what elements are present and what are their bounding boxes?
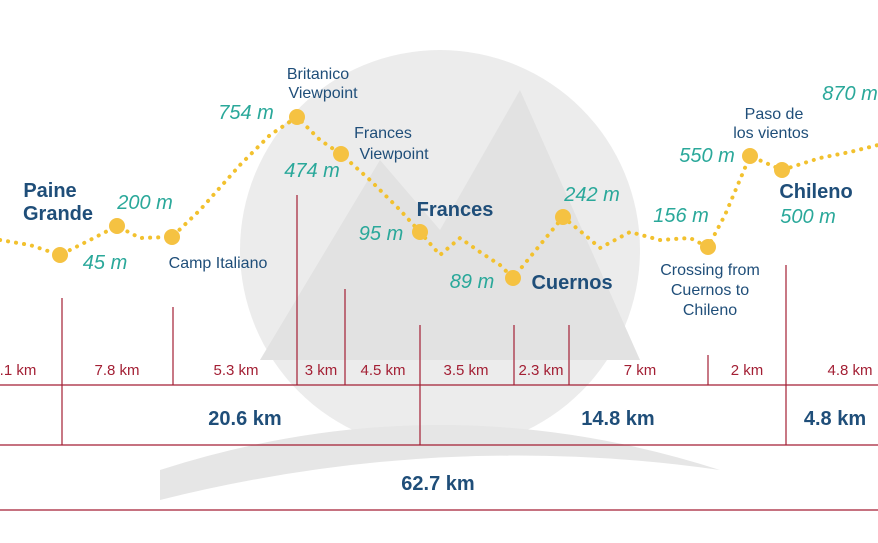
waypoint <box>52 247 68 263</box>
elevation-label: 45 m <box>83 252 127 274</box>
elevation-label: 754 m <box>218 102 274 124</box>
place-name: Grande <box>23 203 93 225</box>
elevation-label: 242 m <box>563 184 620 206</box>
place-name: Camp Italiano <box>169 255 268 272</box>
elevation-label: 500 m <box>780 206 836 228</box>
place-name: Chileno <box>683 302 737 319</box>
waypoint <box>289 109 305 125</box>
segment-distance: 2 km <box>731 362 764 379</box>
place-name: Cuernos <box>531 272 612 294</box>
place-name: Viewpoint <box>359 146 429 163</box>
place-name: Viewpoint <box>288 85 358 102</box>
section-distance: 20.6 km <box>208 408 281 430</box>
elevation-label: 550 m <box>679 145 735 167</box>
place-name: Crossing from <box>660 262 760 279</box>
total-distance: 62.7 km <box>401 473 474 495</box>
elevation-label: 95 m <box>359 223 403 245</box>
segment-distance: 3 km <box>305 362 338 379</box>
segment-distance: 4.8 km <box>827 362 872 379</box>
segment-distance: 5.3 km <box>213 362 258 379</box>
waypoint <box>774 162 790 178</box>
place-name: Britanico <box>287 66 349 83</box>
segment-distance: 4.5 km <box>360 362 405 379</box>
waypoints <box>52 109 790 286</box>
waypoint <box>700 239 716 255</box>
elevation-label: 200 m <box>116 192 173 214</box>
waypoint <box>109 218 125 234</box>
segment-distance: .1 km <box>0 362 36 379</box>
place-name: los vientos <box>733 125 809 142</box>
place-name: Paso de <box>745 106 804 123</box>
watermark-mountain <box>260 90 640 360</box>
waypoint <box>742 148 758 164</box>
elevation-label: 156 m <box>653 205 709 227</box>
waypoint <box>555 209 571 225</box>
waypoint <box>505 270 521 286</box>
place-name: Paine <box>23 180 76 202</box>
section-distance: 14.8 km <box>581 408 654 430</box>
trail-profile <box>0 114 878 281</box>
waypoint <box>412 224 428 240</box>
watermark-wave <box>160 425 720 500</box>
segment-distance: 7.8 km <box>94 362 139 379</box>
segment-distance: 3.5 km <box>443 362 488 379</box>
segment-distance: 2.3 km <box>518 362 563 379</box>
segment-distance: 7 km <box>624 362 657 379</box>
place-name: Cuernos to <box>671 282 749 299</box>
elevation-label: 474 m <box>284 160 340 182</box>
place-name: Chileno <box>779 181 852 203</box>
waypoint <box>333 146 349 162</box>
section-distance: 4.8 km <box>804 408 866 430</box>
rules <box>0 195 878 511</box>
elevation-label: 870 m <box>822 83 878 105</box>
labels: 45 m 200 m 754 m 474 m 95 m 89 m 242 m 156 m 550… <box>0 66 878 495</box>
place-name: Frances <box>354 125 412 142</box>
place-name: Frances <box>417 199 494 221</box>
waypoint <box>164 229 180 245</box>
elevation-label: 89 m <box>450 271 494 293</box>
